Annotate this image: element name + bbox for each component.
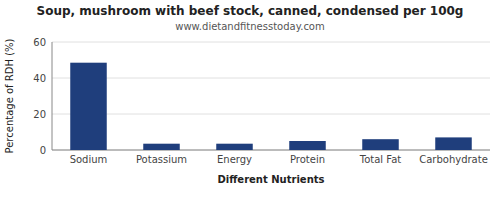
bar [362, 139, 399, 150]
subtitle: www.dietandfitnesstoday.com [175, 21, 324, 32]
grid [52, 42, 490, 150]
y-tick-label: 60 [33, 37, 46, 48]
bar [143, 144, 180, 150]
title: Soup, mushroom with beef stock, canned, … [37, 4, 464, 18]
x-tick-label: Potassium [136, 154, 187, 165]
bar [70, 63, 107, 150]
x-tick-label: Carbohydrate [419, 154, 488, 165]
chart-container: Soup, mushroom with beef stock, canned, … [0, 0, 500, 200]
grid-line [52, 42, 490, 43]
grid-line [52, 114, 490, 115]
x-axis-label: Different Nutrients [218, 174, 325, 185]
bar [216, 144, 253, 150]
y-tick-label: 0 [40, 145, 46, 156]
x-tick-label: Protein [290, 154, 325, 165]
x-tick-label: Total Fat [359, 154, 401, 165]
bar [435, 137, 472, 150]
bars [70, 63, 472, 150]
grid-line [52, 78, 490, 79]
y-axis-line [52, 42, 53, 150]
bar [289, 141, 326, 150]
axes: 0 20 40 60 Sodium Potassium Energy Protein Total… [33, 37, 490, 166]
x-tick-label: Sodium [70, 154, 108, 165]
x-axis-line [52, 150, 490, 151]
y-tick-label: 40 [33, 73, 46, 84]
grid-line [52, 150, 490, 151]
y-tick-label: 20 [33, 109, 46, 120]
y-axis-label: Percentage of RDH (%) [4, 38, 15, 153]
chart-svg: Soup, mushroom with beef stock, canned, … [0, 0, 500, 200]
x-tick-label: Energy [217, 154, 252, 165]
